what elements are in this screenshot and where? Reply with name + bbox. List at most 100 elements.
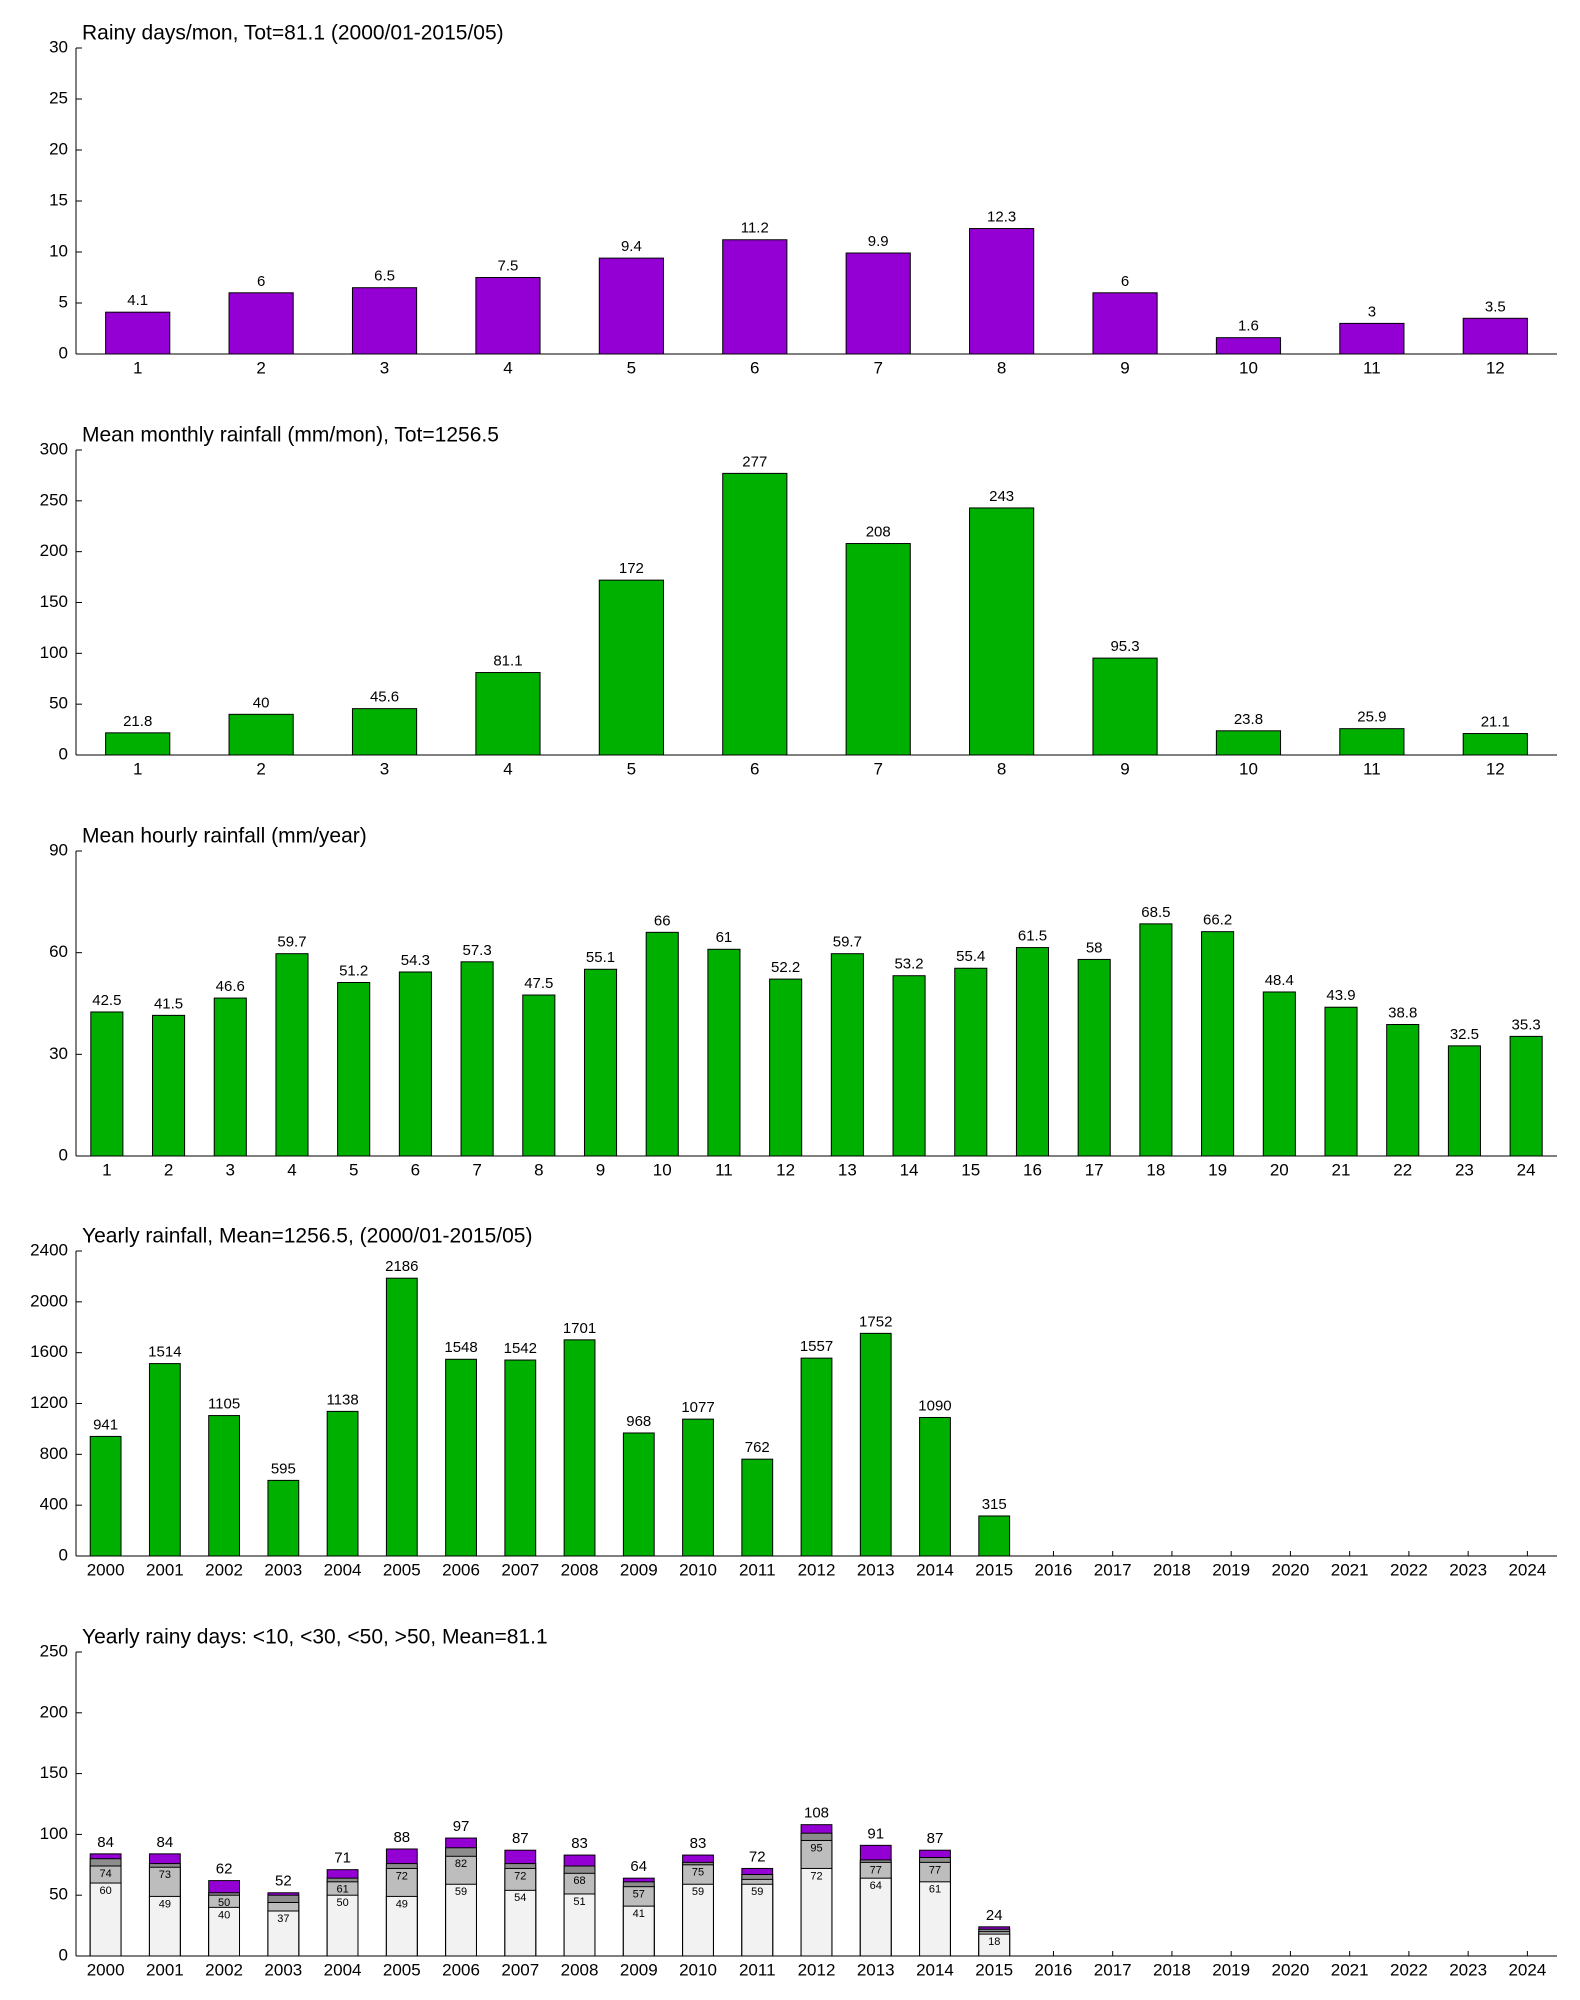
x-tick-label: 3 xyxy=(380,759,389,778)
value-label: 32.5 xyxy=(1450,1026,1479,1043)
y-tick-label: 2400 xyxy=(30,1240,68,1259)
y-tick-label: 20 xyxy=(49,139,68,158)
value-label: 77 xyxy=(929,1864,941,1876)
x-tick-label: 2007 xyxy=(501,1960,539,1979)
value-label: 64 xyxy=(870,1880,882,1892)
bar xyxy=(475,277,541,355)
value-label: 50 xyxy=(218,1897,230,1909)
y-tick-label: 400 xyxy=(40,1495,68,1514)
x-tick-label: 2011 xyxy=(739,1560,776,1579)
x-tick-label: 11 xyxy=(1363,759,1381,778)
x-tick-label: 2010 xyxy=(679,1960,717,1979)
bar xyxy=(208,1906,241,1957)
x-tick-label: 23 xyxy=(1455,1160,1474,1179)
chart-title: Mean hourly rainfall (mm/year) xyxy=(82,825,367,848)
x-tick-label: 2020 xyxy=(1272,1560,1310,1579)
x-tick-label: 2020 xyxy=(1272,1960,1310,1979)
bar xyxy=(89,1435,122,1557)
x-tick-label: 2004 xyxy=(324,1960,362,1979)
value-label: 43.9 xyxy=(1326,987,1355,1004)
bar xyxy=(1324,1006,1358,1157)
x-tick-label: 4 xyxy=(503,358,512,377)
x-tick-label: 18 xyxy=(1146,1160,1165,1179)
value-label: 23.8 xyxy=(1234,711,1263,728)
bar xyxy=(800,1357,833,1557)
x-tick-label: 16 xyxy=(1023,1160,1042,1179)
x-tick-label: 6 xyxy=(411,1160,420,1179)
bar xyxy=(385,1277,418,1557)
bar xyxy=(267,1910,300,1957)
bar xyxy=(722,239,788,355)
value-label: 1138 xyxy=(326,1391,358,1408)
bar xyxy=(1201,931,1235,1157)
x-tick-label: 10 xyxy=(1239,759,1258,778)
value-label: 1.6 xyxy=(1238,318,1259,335)
x-tick-label: 2018 xyxy=(1153,1560,1191,1579)
x-tick-label: 2024 xyxy=(1508,1960,1546,1979)
bar xyxy=(1462,733,1528,756)
value-label: 941 xyxy=(93,1416,118,1433)
value-label: 52 xyxy=(275,1873,292,1890)
bar xyxy=(892,975,926,1157)
bar xyxy=(105,732,171,756)
x-tick-label: 2 xyxy=(256,358,265,377)
value-label: 1077 xyxy=(681,1399,714,1416)
x-tick-label: 2024 xyxy=(1508,1560,1546,1579)
x-tick-label: 12 xyxy=(1486,759,1505,778)
y-tick-label: 250 xyxy=(40,1641,68,1660)
value-label: 77 xyxy=(870,1864,882,1876)
bar xyxy=(598,579,664,756)
chart-title: Rainy days/mon, Tot=81.1 (2000/01-2015/0… xyxy=(82,22,504,45)
value-label: 42.5 xyxy=(92,992,121,1009)
value-label: 6.5 xyxy=(374,268,395,285)
value-label: 49 xyxy=(396,1898,408,1910)
y-tick-label: 800 xyxy=(40,1444,68,1463)
x-tick-label: 2003 xyxy=(264,1960,302,1979)
x-tick-label: 2016 xyxy=(1035,1560,1073,1579)
y-tick-label: 150 xyxy=(40,1763,68,1782)
bar xyxy=(741,1883,774,1957)
bar xyxy=(1092,657,1158,756)
y-tick-label: 60 xyxy=(49,942,68,961)
y-tick-label: 200 xyxy=(40,541,68,560)
value-label: 72 xyxy=(396,1870,408,1882)
x-tick-label: 2021 xyxy=(1331,1960,1369,1979)
value-label: 1557 xyxy=(800,1338,833,1355)
x-tick-label: 6 xyxy=(750,759,759,778)
bar xyxy=(1386,1024,1420,1157)
value-label: 74 xyxy=(99,1868,111,1880)
y-tick-label: 2000 xyxy=(30,1291,68,1310)
x-tick-label: 5 xyxy=(627,759,636,778)
x-tick-label: 12 xyxy=(1486,358,1505,377)
value-label: 71 xyxy=(334,1850,351,1867)
y-tick-label: 0 xyxy=(59,744,68,763)
x-tick-label: 12 xyxy=(776,1160,795,1179)
value-label: 61.5 xyxy=(1018,928,1047,945)
value-label: 81.1 xyxy=(493,653,522,670)
bar xyxy=(622,1905,655,1957)
bar xyxy=(1139,923,1173,1157)
value-label: 762 xyxy=(745,1439,770,1456)
value-label: 11.2 xyxy=(741,220,769,237)
bar xyxy=(845,252,911,355)
value-label: 97 xyxy=(453,1818,470,1835)
x-tick-label: 2008 xyxy=(561,1560,599,1579)
x-tick-label: 2004 xyxy=(324,1560,362,1579)
value-label: 46.6 xyxy=(216,978,245,995)
x-tick-label: 2021 xyxy=(1331,1560,1369,1579)
value-label: 95 xyxy=(810,1842,822,1854)
value-label: 91 xyxy=(867,1825,884,1842)
value-label: 21.1 xyxy=(1481,714,1510,731)
x-tick-label: 14 xyxy=(900,1160,919,1179)
value-label: 40 xyxy=(253,694,270,711)
bar xyxy=(583,968,618,1157)
x-tick-label: 2022 xyxy=(1390,1960,1428,1979)
x-tick-label: 3 xyxy=(380,358,389,377)
value-label: 1542 xyxy=(504,1340,537,1357)
x-tick-label: 4 xyxy=(503,759,512,778)
value-label: 51.2 xyxy=(339,962,368,979)
bar xyxy=(800,1867,833,1957)
value-label: 18 xyxy=(988,1936,1000,1948)
bar xyxy=(845,543,911,756)
x-tick-label: 19 xyxy=(1208,1160,1227,1179)
